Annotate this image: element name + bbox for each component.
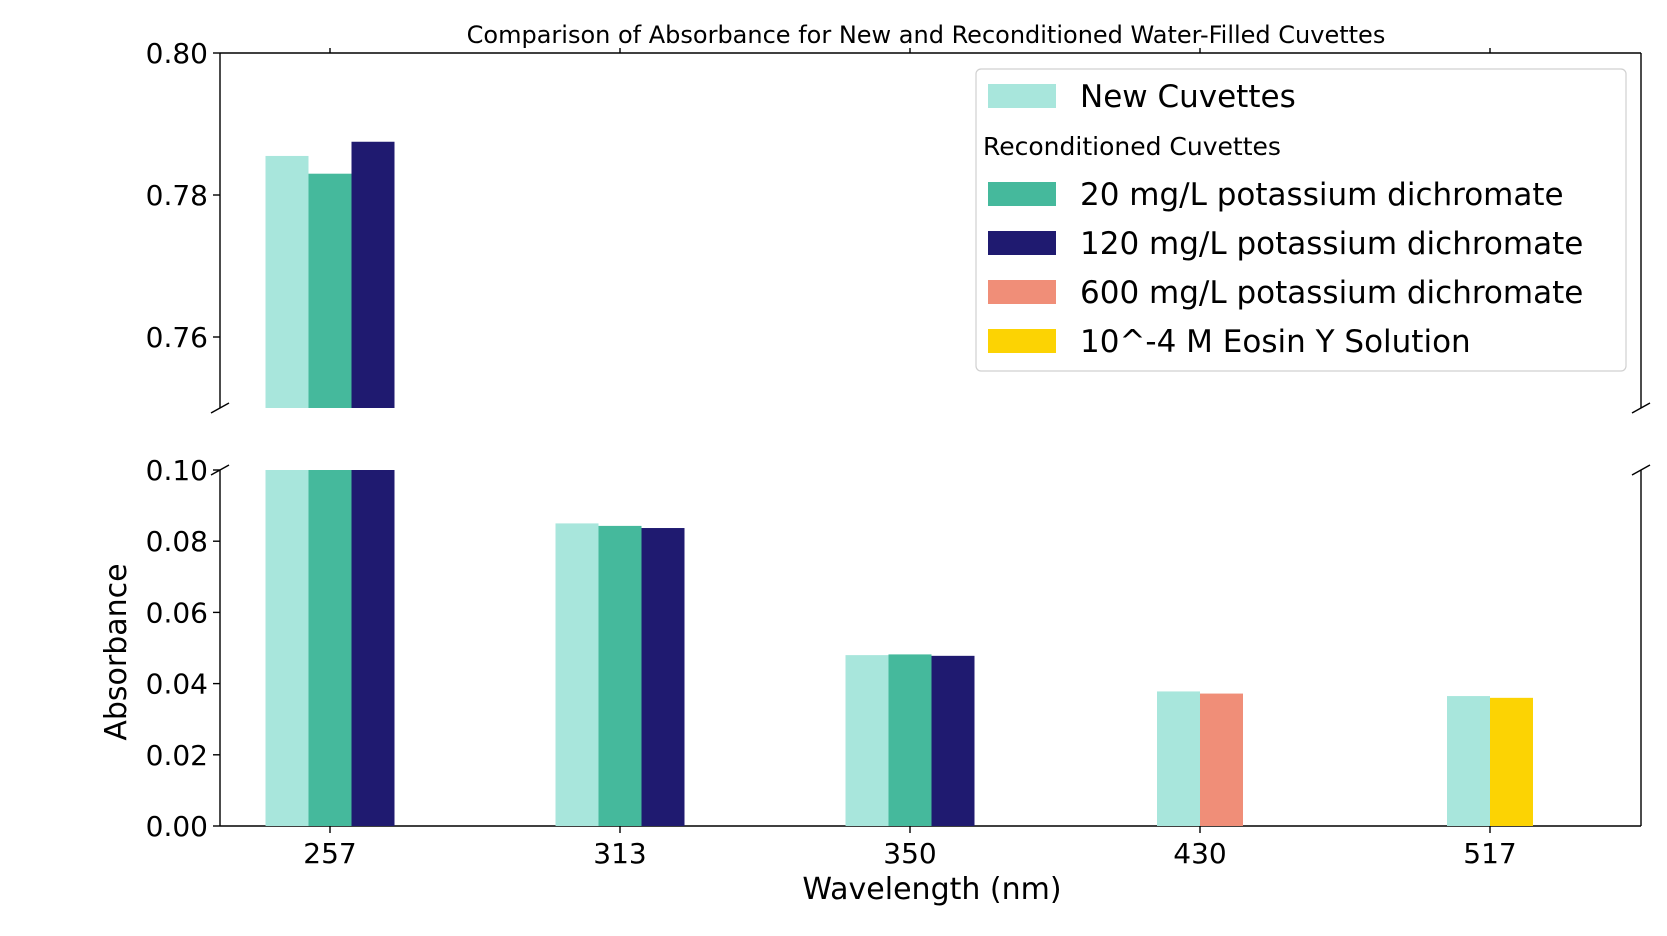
upper-y-tick-label: 0.78 xyxy=(146,179,208,212)
bar-257-new-cuvettes-upper xyxy=(265,155,309,408)
bar-313-20-mg-l-potassium-dichromate xyxy=(598,525,642,826)
legend-label-20-mg-l-potassium-dichromate: 20 mg/L potassium dichromate xyxy=(1080,177,1564,213)
legend-frame xyxy=(975,68,1627,372)
bar-430-600-mg-l-potassium-dichromate xyxy=(1200,693,1243,826)
lower-y-tick-label: 0.06 xyxy=(146,596,208,629)
bar-257-20-mg-l-potassium-dichromate-upper xyxy=(308,173,352,408)
bar-257-new-cuvettes-lower xyxy=(265,470,309,826)
chart-title: Comparison of Absorbance for New and Rec… xyxy=(467,21,1386,49)
legend-swatch-new-cuvettes xyxy=(988,84,1056,108)
axis-ticks-group: 0.76 0.78 0.80 0.00 0.02 0.04 0.06 0.08 0.10 257 3… xyxy=(146,37,1651,870)
legend-subheading: Reconditioned Cuvettes xyxy=(983,132,1281,161)
break-mark-upper-left xyxy=(210,402,230,414)
x-tick-label: 430 xyxy=(1173,837,1226,870)
bar-430-new-cuvettes xyxy=(1157,691,1200,826)
bar-313-120-mg-l-potassium-dichromate xyxy=(641,528,685,826)
upper-plot-panel xyxy=(219,52,1642,408)
bar-257-120-mg-l-potassium-dichromate-upper xyxy=(351,141,395,408)
legend-label-600-mg-l-potassium-dichromate: 600 mg/L potassium dichromate xyxy=(1080,275,1583,311)
break-mark-upper-right xyxy=(1631,402,1651,414)
y-axis-label: Absorbance xyxy=(99,563,134,740)
lower-y-tick-label: 0.04 xyxy=(146,668,208,701)
lower-y-tick-label: 0.08 xyxy=(146,525,208,558)
legend-swatch-10-4-m-eosin-y-solution xyxy=(988,329,1056,353)
bars-group xyxy=(265,141,1533,826)
legend-swatch-120-mg-l-potassium-dichromate xyxy=(988,231,1056,255)
bar-313-new-cuvettes xyxy=(555,523,599,826)
bar-257-20-mg-l-potassium-dichromate-lower xyxy=(308,470,352,826)
x-tick-label: 517 xyxy=(1463,837,1516,870)
lower-y-tick-label: 0.10 xyxy=(146,454,208,487)
legend: New Cuvettes Reconditioned Cuvettes 20 mg/… xyxy=(975,68,1627,372)
bar-257-120-mg-l-potassium-dichromate-lower xyxy=(351,470,395,826)
lower-y-tick-label: 0.02 xyxy=(146,739,208,772)
bar-517-10-4-m-eosin-y-solution xyxy=(1490,697,1533,826)
bar-350-120-mg-l-potassium-dichromate xyxy=(931,655,975,826)
x-axis-label: Wavelength (nm) xyxy=(802,872,1061,907)
x-tick-label: 350 xyxy=(883,837,936,870)
bar-350-new-cuvettes xyxy=(845,655,889,826)
legend-label-new-cuvettes: New Cuvettes xyxy=(1080,79,1296,115)
bar-517-new-cuvettes xyxy=(1447,696,1490,826)
break-mark-lower-right xyxy=(1631,464,1651,476)
bar-350-20-mg-l-potassium-dichromate xyxy=(888,654,932,826)
legend-swatch-600-mg-l-potassium-dichromate xyxy=(988,280,1056,304)
legend-swatch-20-mg-l-potassium-dichromate xyxy=(988,182,1056,206)
x-tick-label: 313 xyxy=(593,837,646,870)
legend-label-120-mg-l-potassium-dichromate: 120 mg/L potassium dichromate xyxy=(1080,226,1583,262)
legend-label-10-4-m-eosin-y-solution: 10^-4 M Eosin Y Solution xyxy=(1080,324,1471,360)
lower-y-tick-label: 0.00 xyxy=(146,810,208,843)
upper-y-tick-label: 0.76 xyxy=(146,321,208,354)
upper-y-tick-label: 0.80 xyxy=(146,37,208,70)
x-tick-label: 257 xyxy=(303,837,356,870)
